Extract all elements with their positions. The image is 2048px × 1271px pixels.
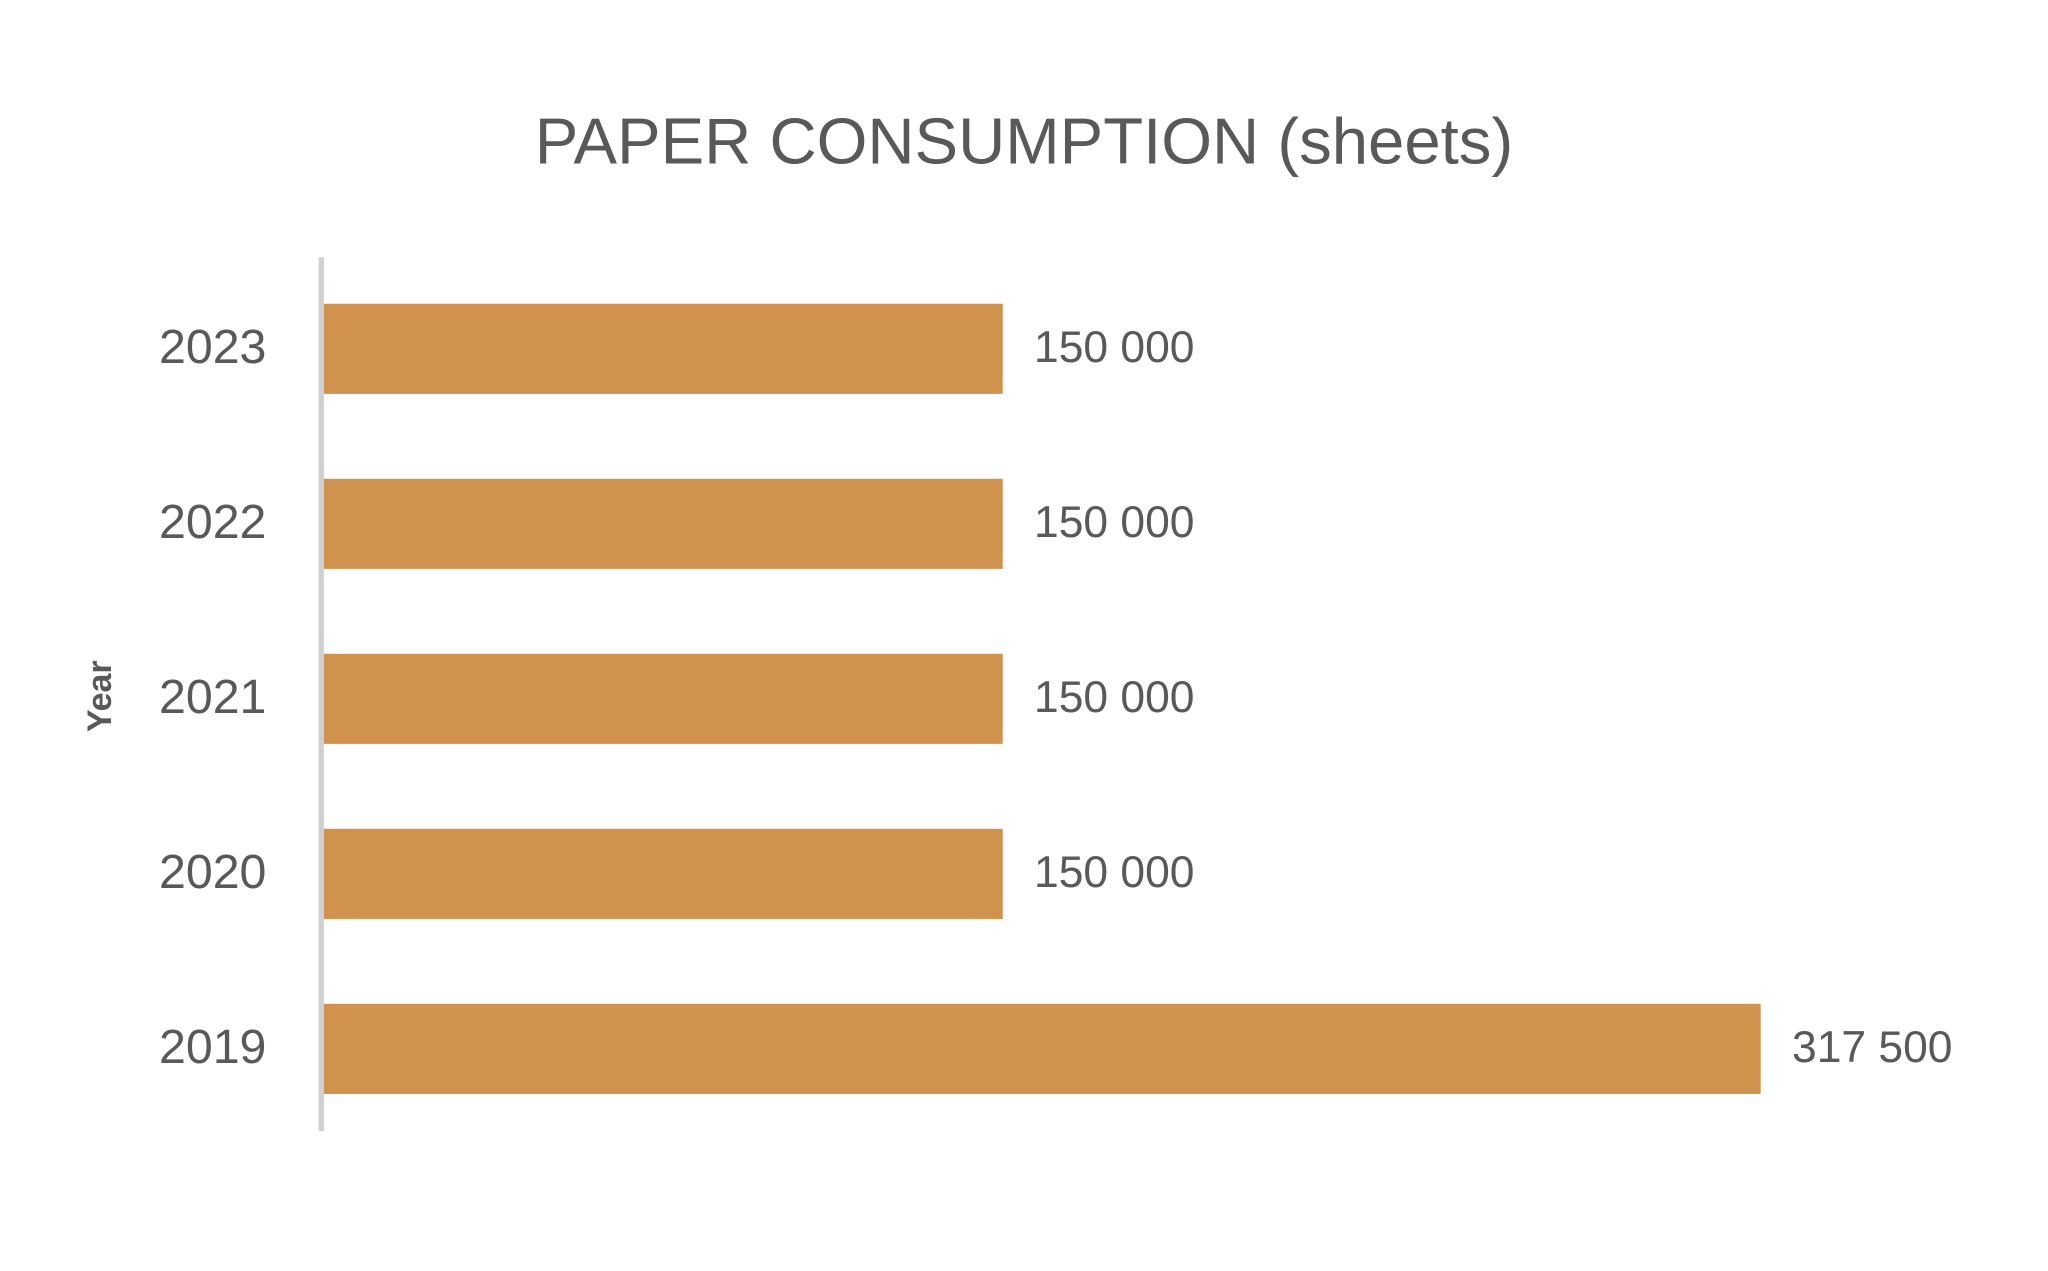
y-axis-title: Year: [81, 660, 119, 732]
y-tick-label: 2020: [159, 845, 266, 899]
value-label: 150 000: [1034, 323, 1194, 372]
value-label: 150 000: [1034, 673, 1194, 722]
bar: [323, 828, 1003, 919]
bar: [323, 1003, 1761, 1094]
y-tick-label: 2021: [159, 670, 266, 724]
y-tick-label: 2019: [159, 1020, 266, 1074]
bar: [323, 303, 1003, 394]
chart-title: PAPER CONSUMPTION (sheets): [535, 105, 1513, 178]
value-label: 150 000: [1034, 848, 1194, 897]
y-tick-label: 2023: [159, 320, 266, 374]
y-tick-label: 2022: [159, 495, 266, 549]
value-label: 150 000: [1034, 498, 1194, 547]
bar: [323, 653, 1003, 744]
value-label: 317 500: [1792, 1023, 1952, 1072]
bar: [323, 478, 1003, 569]
